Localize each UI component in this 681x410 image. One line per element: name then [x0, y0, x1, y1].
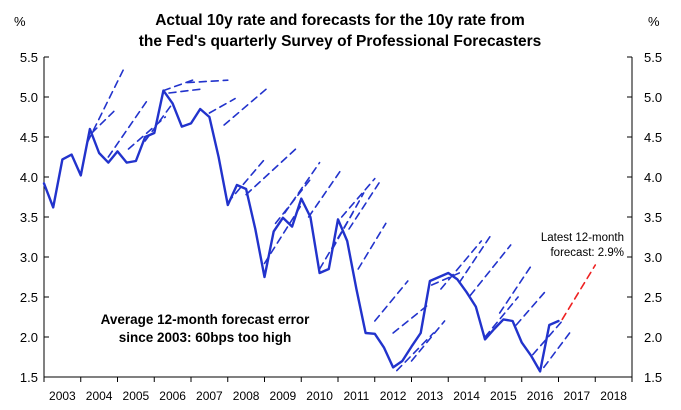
forecast-line [162, 78, 196, 92]
forecast-line [498, 262, 534, 314]
forecast-line [186, 79, 229, 84]
x-tick-label: 2015 [490, 389, 517, 403]
y-tick-label-left: 2.5 [20, 290, 38, 305]
x-tick-label: 2003 [49, 389, 76, 403]
x-tick-label: 2014 [453, 389, 480, 403]
y-tick-label-left: 3.5 [20, 210, 38, 225]
forecast-line [144, 102, 174, 142]
x-tick-label: 2004 [86, 389, 113, 403]
y-tick-label-right: 4.0 [644, 170, 662, 185]
chart-title-line-1: Actual 10y rate and forecasts for the 10… [155, 12, 525, 29]
latest-forecast-label-line-2: forecast: 2.9% [550, 247, 624, 259]
x-tick-label: 2009 [270, 389, 297, 403]
y-tick-label-left: 1.5 [20, 370, 38, 385]
forecast-line [91, 110, 115, 134]
forecast-line [458, 232, 494, 284]
x-tick-label: 2006 [159, 389, 186, 403]
forecast-line [245, 148, 297, 196]
actual-10y-rate-line [42, 89, 560, 373]
x-tick-label: 2016 [527, 389, 554, 403]
forecast-error-note-line-1: Average 12-month forecast error [100, 312, 310, 327]
forecast-line [373, 280, 409, 322]
chart-title-line-2: the Fed's quarterly Survey of Profession… [138, 33, 542, 50]
forecast-line [357, 222, 387, 270]
forecast-error-note: Average 12-month forecast error since 20… [60, 311, 350, 347]
forecast-error-note-line-2: since 2003: 60bps too high [118, 330, 292, 345]
forecast-line [340, 177, 376, 218]
y-tick-label-right: 3.0 [644, 250, 662, 265]
forecast-line [227, 158, 266, 204]
y-tick-label-right: 5.0 [644, 90, 662, 105]
y-tick-label-right: 4.5 [644, 130, 662, 145]
forecast-line [107, 100, 148, 158]
x-tick-label: 2005 [123, 389, 150, 403]
x-tick-label: 2007 [196, 389, 223, 403]
forecast-line [515, 288, 549, 326]
x-tick-label: 2013 [417, 389, 444, 403]
forecast-line [223, 86, 270, 126]
y-tick-label-left: 4.5 [20, 130, 38, 145]
forecast-line [87, 65, 126, 142]
x-tick-label: 2011 [343, 389, 369, 403]
right-axis-unit: % [648, 14, 660, 29]
y-tick-label-left: 5.5 [20, 50, 38, 65]
y-tick-label-left: 2.0 [20, 330, 38, 345]
forecast-line [348, 180, 382, 230]
y-tick-label-right: 2.5 [644, 290, 662, 305]
y-tick-label-right: 2.0 [644, 330, 662, 345]
forecast-line [208, 97, 236, 114]
forecast-line [484, 296, 519, 338]
y-tick-label-right: 3.5 [644, 210, 662, 225]
latest-forecast-label: Latest 12-month forecast: 2.9% [506, 231, 624, 261]
forecast-line [168, 88, 203, 94]
y-tick-label-right: 5.5 [644, 50, 662, 65]
forecast-line [263, 204, 303, 265]
y-tick-label-left: 4.0 [20, 170, 38, 185]
forecast-line [395, 332, 435, 372]
forecast-line [531, 320, 564, 356]
forecast-line [440, 240, 483, 290]
x-tick-label: 2017 [564, 389, 591, 403]
y-tick-label-right: 1.5 [644, 370, 662, 385]
chart-title: Actual 10y rate and forecasts for the 10… [60, 10, 620, 52]
forecast-line [410, 320, 446, 362]
x-tick-label: 2010 [306, 389, 333, 403]
x-tick-label: 2018 [600, 389, 627, 403]
latest-forecast-line [561, 264, 597, 321]
forecast-line [469, 244, 512, 297]
forecast-line [307, 168, 343, 218]
forecast-line [392, 302, 431, 334]
x-tick-label: 2008 [233, 389, 260, 403]
left-axis-unit: % [14, 14, 26, 29]
latest-forecast-label-line-1: Latest 12-month [540, 232, 624, 244]
forecast-line [331, 192, 365, 250]
x-tick-label: 2012 [380, 389, 407, 403]
forecast-line [542, 329, 573, 369]
y-tick-label-left: 3.0 [20, 250, 38, 265]
y-tick-label-left: 5.0 [20, 90, 38, 105]
forecast-line [283, 161, 321, 214]
forecast-line [430, 272, 461, 286]
